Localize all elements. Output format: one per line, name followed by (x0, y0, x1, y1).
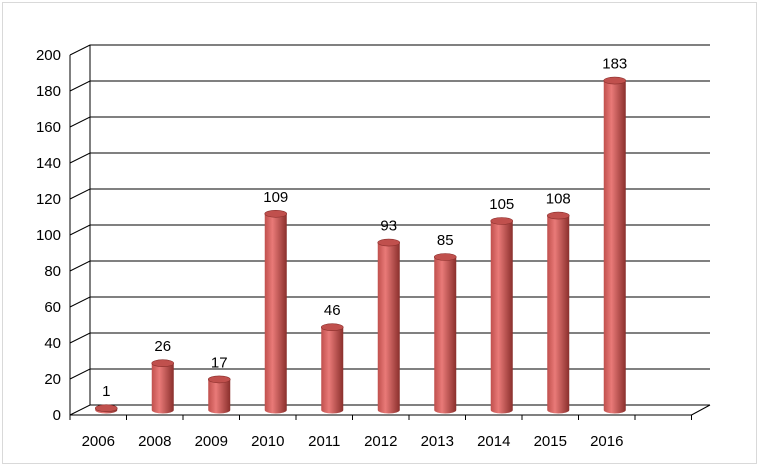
bar-top-2010 (264, 210, 288, 218)
gridline (69, 44, 710, 56)
bar-top-2013 (433, 253, 457, 261)
x-tick-label: 2015 (534, 433, 567, 450)
data-label-2014: 105 (489, 196, 514, 213)
bar-top-2014 (490, 217, 514, 225)
y-tick-label: 80 (44, 263, 61, 280)
data-label-2008: 26 (154, 338, 171, 355)
bar-2008 (151, 363, 174, 414)
bar-top-2015 (546, 211, 570, 220)
floor-edge (691, 404, 711, 416)
bar-2012 (377, 242, 400, 414)
data-label-2016: 183 (602, 56, 627, 73)
data-label-2013: 85 (437, 232, 454, 249)
bar-top-2016 (603, 76, 627, 85)
y-tick-label: 180 (36, 83, 61, 100)
x-tick-label: 2010 (251, 433, 284, 450)
y-tick-label: 160 (36, 119, 61, 136)
bar-top-2009 (207, 375, 231, 384)
y-tick-label: 40 (44, 335, 61, 352)
x-tick-label: 2008 (138, 433, 171, 450)
bar-2016 (603, 80, 626, 414)
bar-top-2012 (377, 238, 401, 247)
bar-2014 (490, 221, 513, 414)
bar-top-2008 (151, 359, 175, 368)
y-tick-label: 200 (36, 47, 61, 64)
data-label-2015: 108 (546, 191, 571, 208)
y-tick-label: 60 (44, 299, 61, 316)
bar-2013 (434, 257, 457, 414)
bar-2015 (547, 215, 570, 414)
data-label-2010: 109 (263, 189, 288, 206)
y-tick-label: 100 (36, 227, 61, 244)
bar-top-2011 (320, 323, 344, 332)
x-tick-label: 2013 (421, 433, 454, 450)
x-tick-label: 2012 (364, 433, 397, 450)
x-tick-label: 2009 (195, 433, 228, 450)
axes (69, 45, 711, 420)
data-label-2006: 1 (102, 383, 110, 400)
bar-2011 (321, 327, 344, 414)
data-label-2009: 17 (211, 354, 228, 371)
y-tick-label: 140 (36, 155, 61, 172)
y-tick-label: 0 (53, 407, 61, 424)
bar-2009 (208, 379, 231, 414)
x-tick-label: 2006 (82, 433, 115, 450)
bar-top-2006 (94, 404, 118, 413)
y-tick-label: 120 (36, 191, 61, 208)
data-label-2012: 93 (380, 218, 397, 235)
y-tick-label: 20 (44, 371, 61, 388)
data-label-2011: 46 (324, 302, 341, 319)
labels: 0 20 40 60 80 100 120 140 160 180 200 1 2006 26 2008 17… (36, 47, 627, 450)
x-tick-label: 2014 (477, 433, 510, 450)
bar-2010 (264, 213, 287, 414)
x-tick-label: 2016 (590, 433, 623, 450)
x-tick-label: 2011 (308, 433, 340, 450)
bars (94, 76, 627, 414)
